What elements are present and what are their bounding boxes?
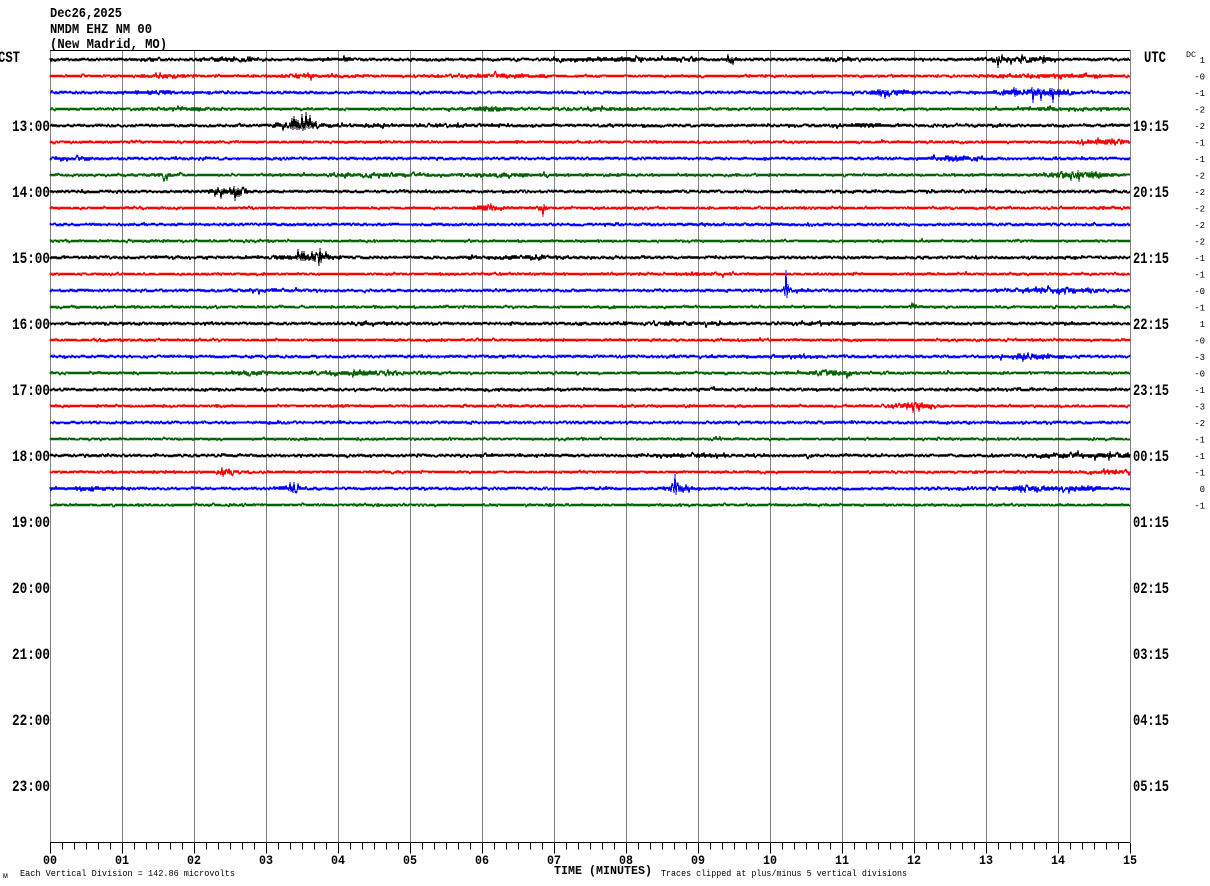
svg-text:09: 09 — [691, 853, 705, 868]
svg-text:-0: -0 — [1194, 370, 1205, 380]
svg-text:21:00: 21:00 — [12, 646, 50, 664]
svg-text:00:15: 00:15 — [1133, 448, 1169, 466]
svg-text:-0: -0 — [1194, 337, 1205, 347]
svg-text:DC: DC — [1186, 50, 1196, 60]
svg-text:-1: -1 — [1194, 386, 1205, 396]
svg-text:03: 03 — [259, 853, 273, 868]
svg-text:14:00: 14:00 — [12, 184, 50, 202]
svg-text:19:00: 19:00 — [12, 514, 50, 532]
svg-text:-1: -1 — [1194, 436, 1205, 446]
svg-text:04:15: 04:15 — [1133, 712, 1169, 730]
svg-text:-2: -2 — [1194, 106, 1205, 116]
svg-text:(New Madrid, MO): (New Madrid, MO) — [50, 37, 167, 53]
svg-text:-1: -1 — [1194, 271, 1205, 281]
svg-text:-1: -1 — [1194, 254, 1205, 264]
svg-text:15: 15 — [1123, 853, 1137, 868]
svg-text:Traces clipped at plus/minus 5: Traces clipped at plus/minus 5 vertical … — [661, 869, 907, 879]
svg-text:01: 01 — [115, 853, 129, 868]
svg-text:NMDM EHZ NM 00: NMDM EHZ NM 00 — [50, 22, 152, 38]
svg-text:-2: -2 — [1194, 122, 1205, 132]
svg-text:-1: -1 — [1194, 502, 1205, 512]
svg-text:06: 06 — [475, 853, 489, 868]
svg-text:00: 00 — [43, 853, 57, 868]
svg-text:-0: -0 — [1194, 287, 1205, 297]
svg-text:07: 07 — [547, 853, 561, 868]
svg-text:13: 13 — [979, 853, 993, 868]
svg-text:02:15: 02:15 — [1133, 580, 1169, 598]
svg-text:-2: -2 — [1194, 419, 1205, 429]
svg-text:-1: -1 — [1194, 89, 1205, 99]
svg-text:17:00: 17:00 — [12, 382, 50, 400]
svg-text:UTC: UTC — [1144, 49, 1166, 67]
svg-text:-1: -1 — [1194, 304, 1205, 314]
svg-text:-2: -2 — [1194, 221, 1205, 231]
svg-text:01:15: 01:15 — [1133, 514, 1169, 532]
svg-text:21:15: 21:15 — [1133, 250, 1169, 268]
svg-text:05:15: 05:15 — [1133, 778, 1169, 796]
svg-text:14: 14 — [1051, 853, 1065, 868]
svg-text:м: м — [3, 872, 8, 881]
svg-text:0: 0 — [1200, 485, 1205, 495]
svg-text:22:15: 22:15 — [1133, 316, 1169, 334]
svg-text:-2: -2 — [1194, 205, 1205, 215]
svg-text:1: 1 — [1200, 320, 1205, 330]
svg-text:-2: -2 — [1194, 172, 1205, 182]
svg-text:CST: CST — [0, 49, 20, 67]
svg-text:05: 05 — [403, 853, 417, 868]
svg-text:23:00: 23:00 — [12, 778, 50, 796]
svg-text:22:00: 22:00 — [12, 712, 50, 730]
svg-text:20:00: 20:00 — [12, 580, 50, 598]
svg-text:-3: -3 — [1194, 403, 1205, 413]
svg-text:Dec26,2025: Dec26,2025 — [50, 6, 122, 22]
svg-text:16:00: 16:00 — [12, 316, 50, 334]
svg-text:TIME (MINUTES): TIME (MINUTES) — [554, 865, 652, 878]
svg-text:-1: -1 — [1194, 155, 1205, 165]
svg-text:19:15: 19:15 — [1133, 118, 1169, 136]
svg-text:11: 11 — [835, 853, 849, 868]
svg-text:08: 08 — [619, 853, 633, 868]
svg-text:-0: -0 — [1194, 73, 1205, 83]
svg-text:-1: -1 — [1194, 469, 1205, 479]
svg-text:23:15: 23:15 — [1133, 382, 1169, 400]
svg-text:-2: -2 — [1194, 238, 1205, 248]
svg-text:20:15: 20:15 — [1133, 184, 1169, 202]
svg-text:-1: -1 — [1194, 139, 1205, 149]
svg-text:03:15: 03:15 — [1133, 646, 1169, 664]
svg-text:Each Vertical Division = 142.: Each Vertical Division = 142.86 microvol… — [20, 869, 235, 879]
svg-text:04: 04 — [331, 853, 345, 868]
svg-text:02: 02 — [187, 853, 201, 868]
svg-text:-3: -3 — [1194, 353, 1205, 363]
svg-text:1: 1 — [1200, 56, 1205, 66]
svg-text:12: 12 — [907, 853, 921, 868]
svg-text:-2: -2 — [1194, 188, 1205, 198]
svg-text:-1: -1 — [1194, 452, 1205, 462]
svg-text:13:00: 13:00 — [12, 118, 50, 136]
svg-text:10: 10 — [763, 853, 777, 868]
svg-text:15:00: 15:00 — [12, 250, 50, 268]
svg-text:18:00: 18:00 — [12, 448, 50, 466]
